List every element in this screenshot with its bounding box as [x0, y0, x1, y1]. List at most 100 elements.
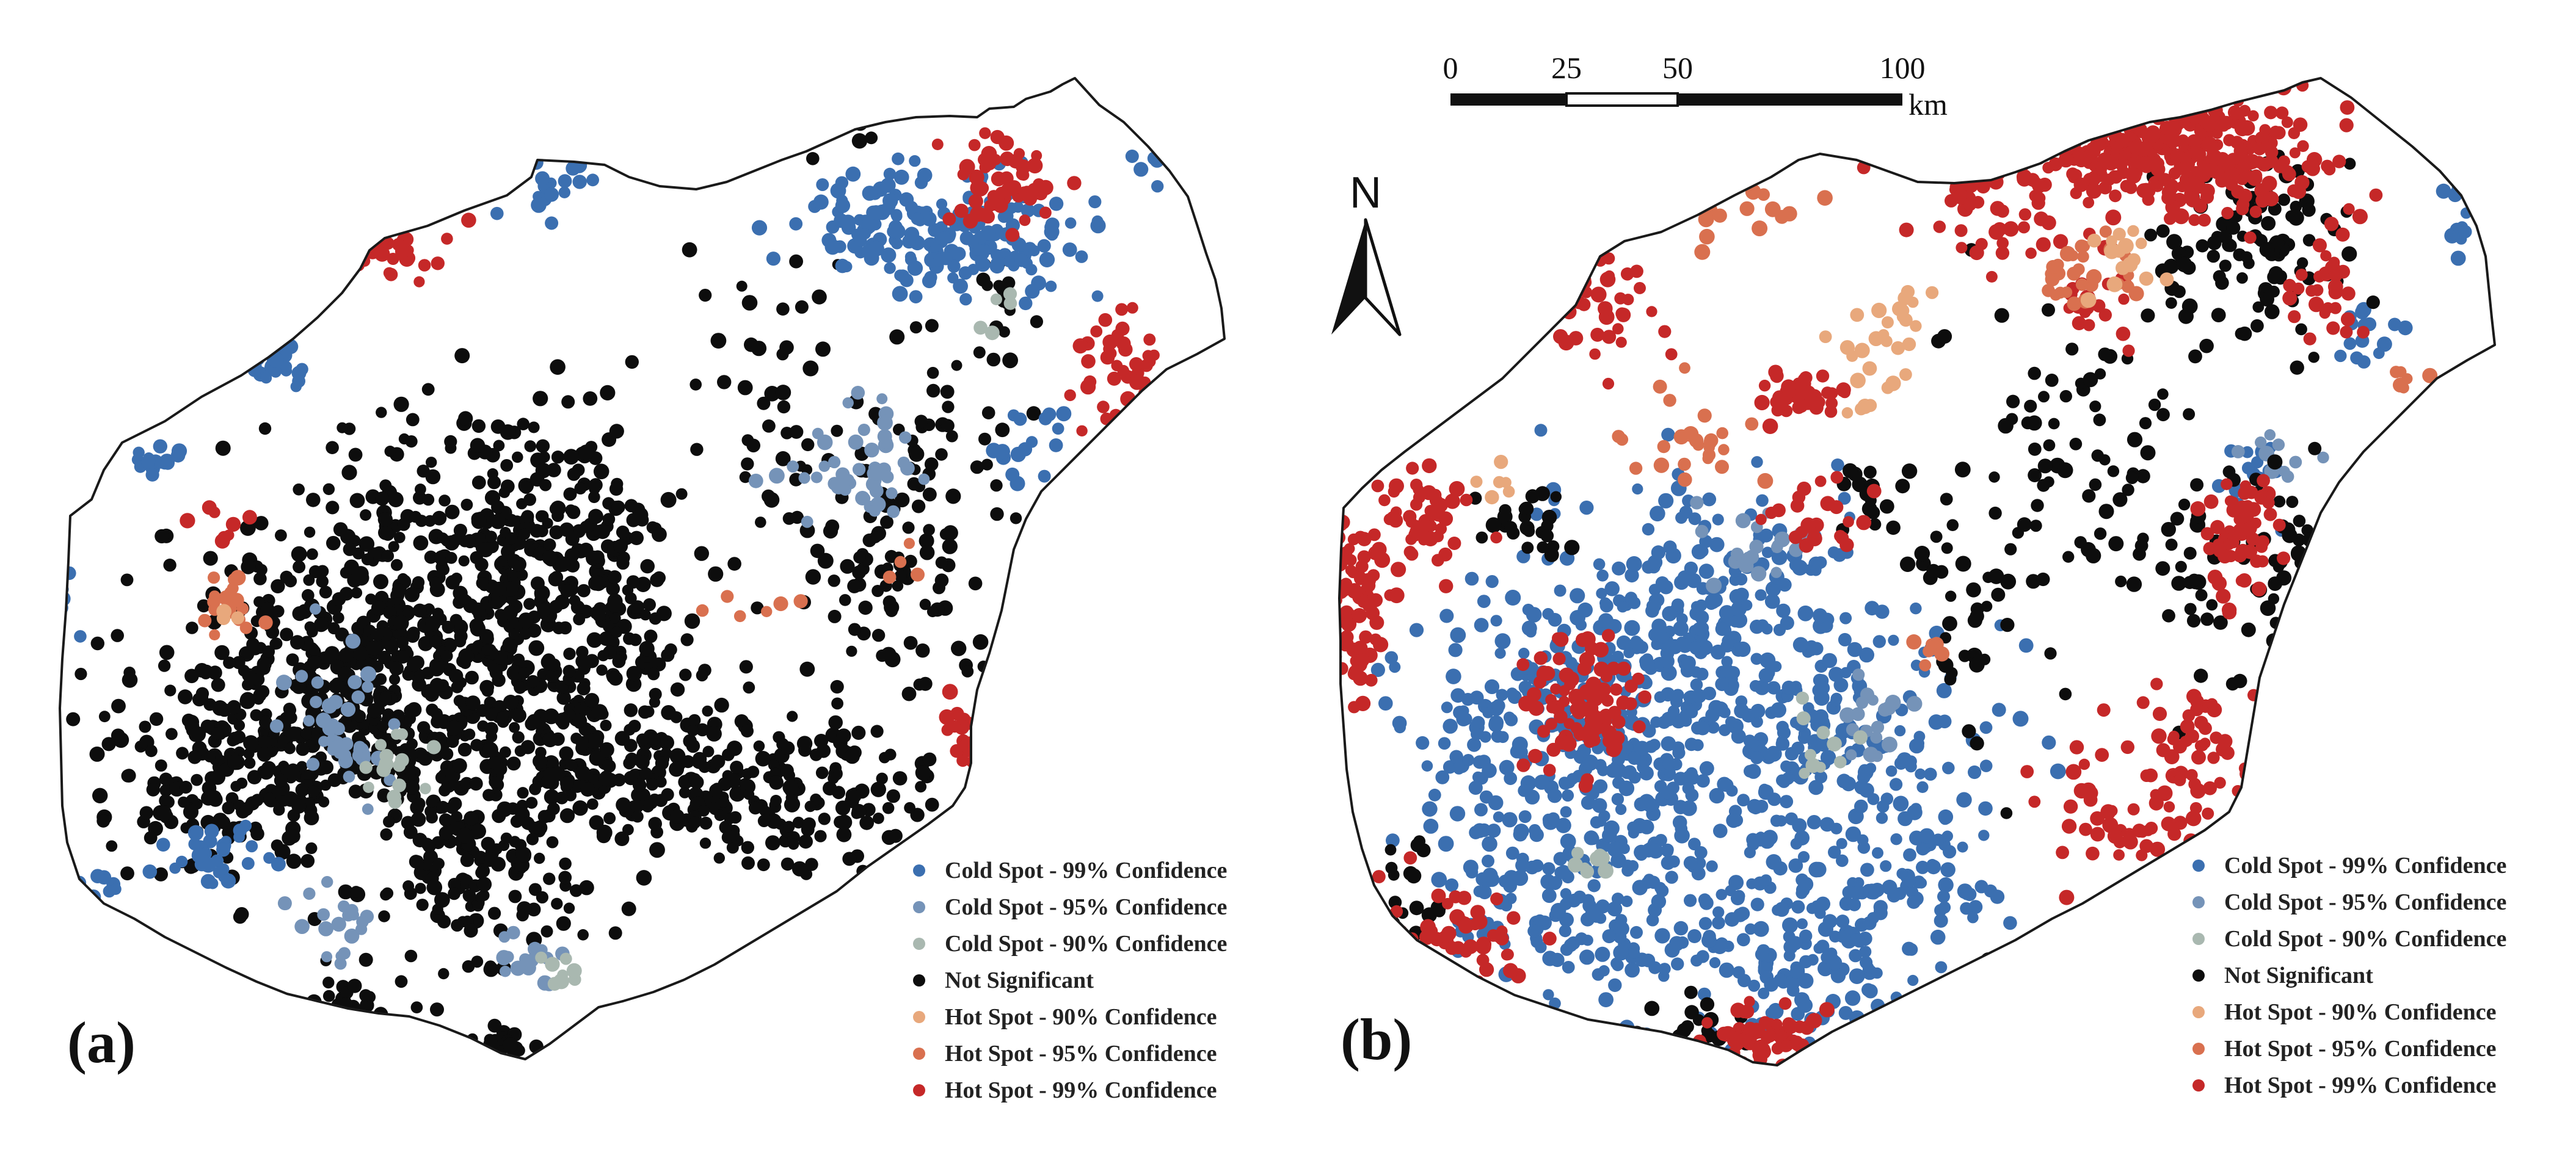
hotspot-point	[2061, 107, 2074, 121]
hotspot-point	[426, 740, 442, 755]
hotspot-point	[1843, 463, 1858, 479]
hotspot-point	[1671, 598, 1684, 612]
hotspot-point	[2137, 80, 2151, 94]
hotspot-point	[470, 602, 486, 617]
hotspot-point	[501, 950, 514, 963]
hotspot-point	[572, 713, 588, 728]
hotspot-point	[341, 465, 357, 480]
hotspot-point	[1940, 862, 1956, 877]
hotspot-point	[935, 556, 948, 569]
hotspot-point	[1593, 642, 1609, 658]
hotspot-point	[1607, 841, 1623, 858]
hotspot-point	[599, 770, 614, 787]
hotspot-point	[1930, 530, 1943, 543]
hotspot-point	[1690, 678, 1703, 691]
hotspot-point	[451, 681, 464, 693]
hotspot-point	[1940, 979, 1953, 992]
hotspot-point	[945, 488, 961, 504]
hotspot-point	[487, 476, 501, 490]
hotspot-point	[773, 596, 788, 612]
hotspot-point	[159, 772, 173, 786]
hotspot-point	[2045, 374, 2059, 387]
hotspot-point	[246, 840, 258, 853]
hotspot-point	[1854, 1038, 1866, 1051]
hotspot-point	[780, 764, 794, 778]
hotspot-point	[376, 407, 387, 418]
hotspot-point	[2141, 308, 2155, 323]
hotspot-point	[1783, 949, 1796, 962]
hotspot-point	[331, 916, 346, 932]
hotspot-point	[1482, 707, 1494, 719]
hotspot-point	[857, 424, 870, 436]
hotspot-point	[324, 646, 340, 661]
hotspot-point	[273, 803, 285, 816]
hotspot-point	[953, 278, 968, 294]
hotspot-point	[471, 824, 486, 839]
hotspot-point	[1888, 634, 1899, 646]
hotspot-point	[2188, 573, 2201, 587]
hotspot-point	[1039, 252, 1055, 267]
hotspot-point	[396, 650, 410, 664]
hotspot-point	[1347, 583, 1363, 599]
hotspot-point	[448, 887, 460, 900]
hotspot-point	[1062, 242, 1077, 257]
hotspot-point	[2366, 295, 2380, 310]
hotspot-point	[798, 834, 813, 849]
hotspot-point	[1623, 647, 1635, 659]
hotspot-point	[1712, 513, 1724, 526]
hotspot-point	[155, 529, 169, 544]
hotspot-point	[597, 650, 609, 662]
hotspot-point	[1991, 587, 2006, 602]
hotspot-point	[290, 635, 305, 650]
hotspot-point	[1488, 795, 1504, 811]
hotspot-point	[937, 231, 951, 244]
hotspot-point	[753, 740, 765, 752]
hotspot-point	[318, 796, 330, 808]
hotspot-point	[1808, 861, 1825, 878]
hotspot-point	[1690, 496, 1704, 510]
hotspot-point	[793, 594, 808, 609]
hotspot-point	[2087, 96, 2101, 110]
hotspot-point	[2078, 110, 2094, 126]
hotspot-point	[1634, 844, 1649, 860]
hotspot-point	[322, 976, 335, 989]
hotspot-point	[415, 883, 426, 894]
hotspot-point	[1644, 1001, 1660, 1016]
hotspot-point	[611, 500, 625, 514]
hotspot-point	[1830, 1071, 1841, 1082]
hotspot-point	[1782, 917, 1798, 933]
hotspot-point	[276, 675, 292, 690]
hotspot-point	[2122, 103, 2135, 117]
hotspot-point	[1956, 792, 1972, 808]
hotspot-point	[412, 797, 426, 811]
hotspot-point	[2065, 342, 2079, 356]
hotspot-point	[2107, 210, 2121, 224]
hotspot-point	[1690, 666, 1702, 678]
hotspot-point	[2340, 100, 2355, 115]
hotspot-point	[241, 856, 255, 870]
hotspot-point	[1719, 962, 1734, 978]
hotspot-point	[383, 267, 396, 279]
hotspot-point	[242, 510, 257, 525]
hotspot-point	[2268, 576, 2283, 591]
hotspot-point	[1596, 587, 1607, 599]
hotspot-point	[1852, 668, 1865, 681]
hotspot-point	[1781, 680, 1796, 695]
hotspot-point	[1979, 721, 1993, 734]
hotspot-point	[1357, 550, 1371, 564]
hotspot-point	[621, 901, 636, 916]
hotspot-point	[1526, 607, 1542, 623]
hotspot-point	[536, 463, 547, 476]
hotspot-point	[647, 668, 660, 681]
hotspot-point	[706, 798, 721, 813]
hotspot-point	[2032, 51, 2048, 67]
hotspot-point	[388, 541, 399, 552]
hotspot-point	[471, 513, 487, 529]
hotspot-point	[679, 668, 692, 681]
hotspot-point	[1703, 930, 1716, 943]
hotspot-point	[1708, 592, 1723, 608]
hotspot-point	[2197, 214, 2211, 227]
hotspot-point	[1709, 957, 1721, 969]
hotspot-point	[2018, 221, 2030, 234]
